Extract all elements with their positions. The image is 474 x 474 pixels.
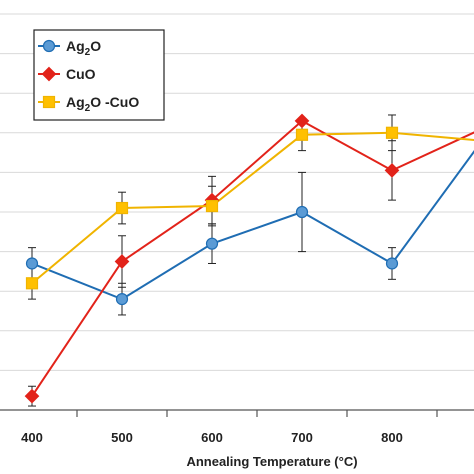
x-tick-label: 800 [381,430,403,445]
series-line-cuo [31,119,474,397]
x-tick-label: 500 [111,430,133,445]
series-lines [31,119,474,397]
legend-label: CuO [66,66,96,82]
data-point [115,293,129,306]
grid-lines [0,13,474,411]
data-point [205,237,219,250]
data-point [25,257,39,270]
x-tick-labels: 400 500 600 700 800 [21,430,403,445]
data-point [25,277,39,290]
series-line-ag2o [31,149,474,301]
legend-marker [42,95,56,109]
x-tick-label: 600 [201,430,223,445]
series-line-ag2o-cuo [31,131,474,285]
data-point [205,199,219,213]
data-point [115,201,129,215]
data-point [295,205,309,219]
error-bars [28,114,396,407]
legend-marker [41,66,57,82]
legend-item: Ag2O [38,38,101,58]
data-point [384,163,400,178]
data-point [385,257,399,270]
series-markers [24,113,400,404]
data-point [294,113,310,129]
legend-label: Ag2O -CuO [66,94,139,114]
x-tick-label: 400 [21,430,43,445]
data-point [295,128,309,141]
data-point [114,254,130,269]
data-point [24,388,40,404]
x-axis [0,409,474,417]
legend-label: Ag2O [66,38,101,58]
x-axis-title: Annealing Temperature (°C) [186,454,357,469]
x-tick-label: 700 [291,430,313,445]
legend-item: CuO [38,66,96,82]
legend: Ag2O CuO Ag2O -CuO [33,29,165,121]
legend-item: Ag2O -CuO [38,94,139,114]
legend-marker [42,39,56,53]
data-point [385,126,399,139]
